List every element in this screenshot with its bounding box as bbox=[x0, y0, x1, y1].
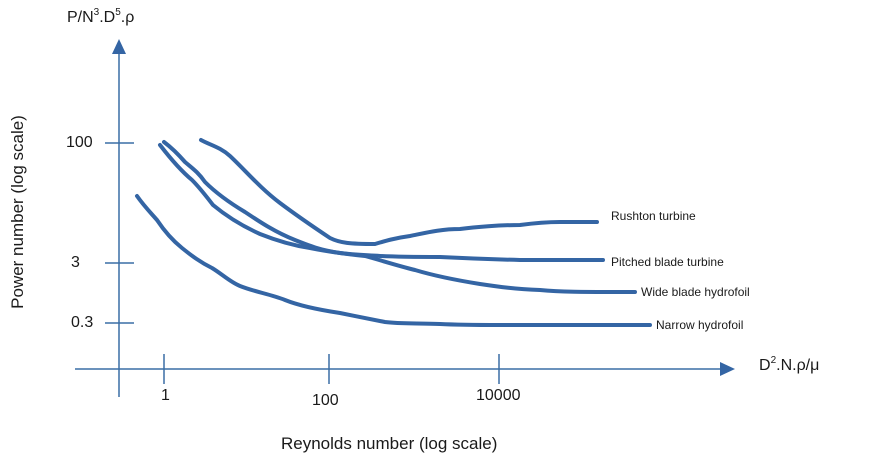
y-symbol-exp1: 3 bbox=[93, 7, 100, 18]
curve-rushton-turbine bbox=[199, 138, 599, 246]
xtick-label-100: 100 bbox=[312, 392, 339, 409]
y-symbol-exp2: 5 bbox=[115, 7, 121, 18]
x-axis-symbol: D2.N.ρ/μ bbox=[759, 355, 820, 375]
y-symbol-end: .ρ bbox=[120, 9, 135, 26]
ytick-label-3: 3 bbox=[71, 254, 80, 271]
ytick-label-100: 100 bbox=[66, 134, 93, 151]
curve-pitched-blade-turbine bbox=[162, 140, 605, 262]
x-axis-arrow-icon bbox=[720, 362, 735, 376]
ytick-label-03: 0.3 bbox=[71, 314, 94, 331]
x-axis-title: Reynolds number (log scale) bbox=[281, 434, 498, 453]
label-wide-blade-hydrofoil: Wide blade hydrofoil bbox=[641, 285, 750, 299]
y-axis-arrow-icon bbox=[112, 39, 126, 54]
label-rushton-turbine: Rushton turbine bbox=[611, 209, 696, 223]
x-symbol-end: .N.ρ/μ bbox=[776, 357, 820, 374]
x-symbol-text: D bbox=[759, 357, 771, 374]
y-axis-symbol: P/N3.D5.ρ bbox=[67, 7, 135, 27]
label-pitched-blade-turbine: Pitched blade turbine bbox=[611, 255, 724, 269]
curve-wide-blade-hydrofoil bbox=[158, 143, 637, 294]
xtick-label-10000: 10000 bbox=[476, 387, 521, 404]
y-symbol-mid: .D bbox=[99, 9, 116, 26]
curve-narrow-hydrofoil bbox=[135, 194, 652, 327]
y-axis-title: Power number (log scale) bbox=[8, 115, 27, 309]
xtick-label-1: 1 bbox=[161, 387, 170, 404]
x-symbol-exp: 2 bbox=[770, 355, 777, 366]
y-symbol-text: P/N bbox=[67, 9, 94, 26]
label-narrow-hydrofoil: Narrow hydrofoil bbox=[656, 318, 744, 332]
